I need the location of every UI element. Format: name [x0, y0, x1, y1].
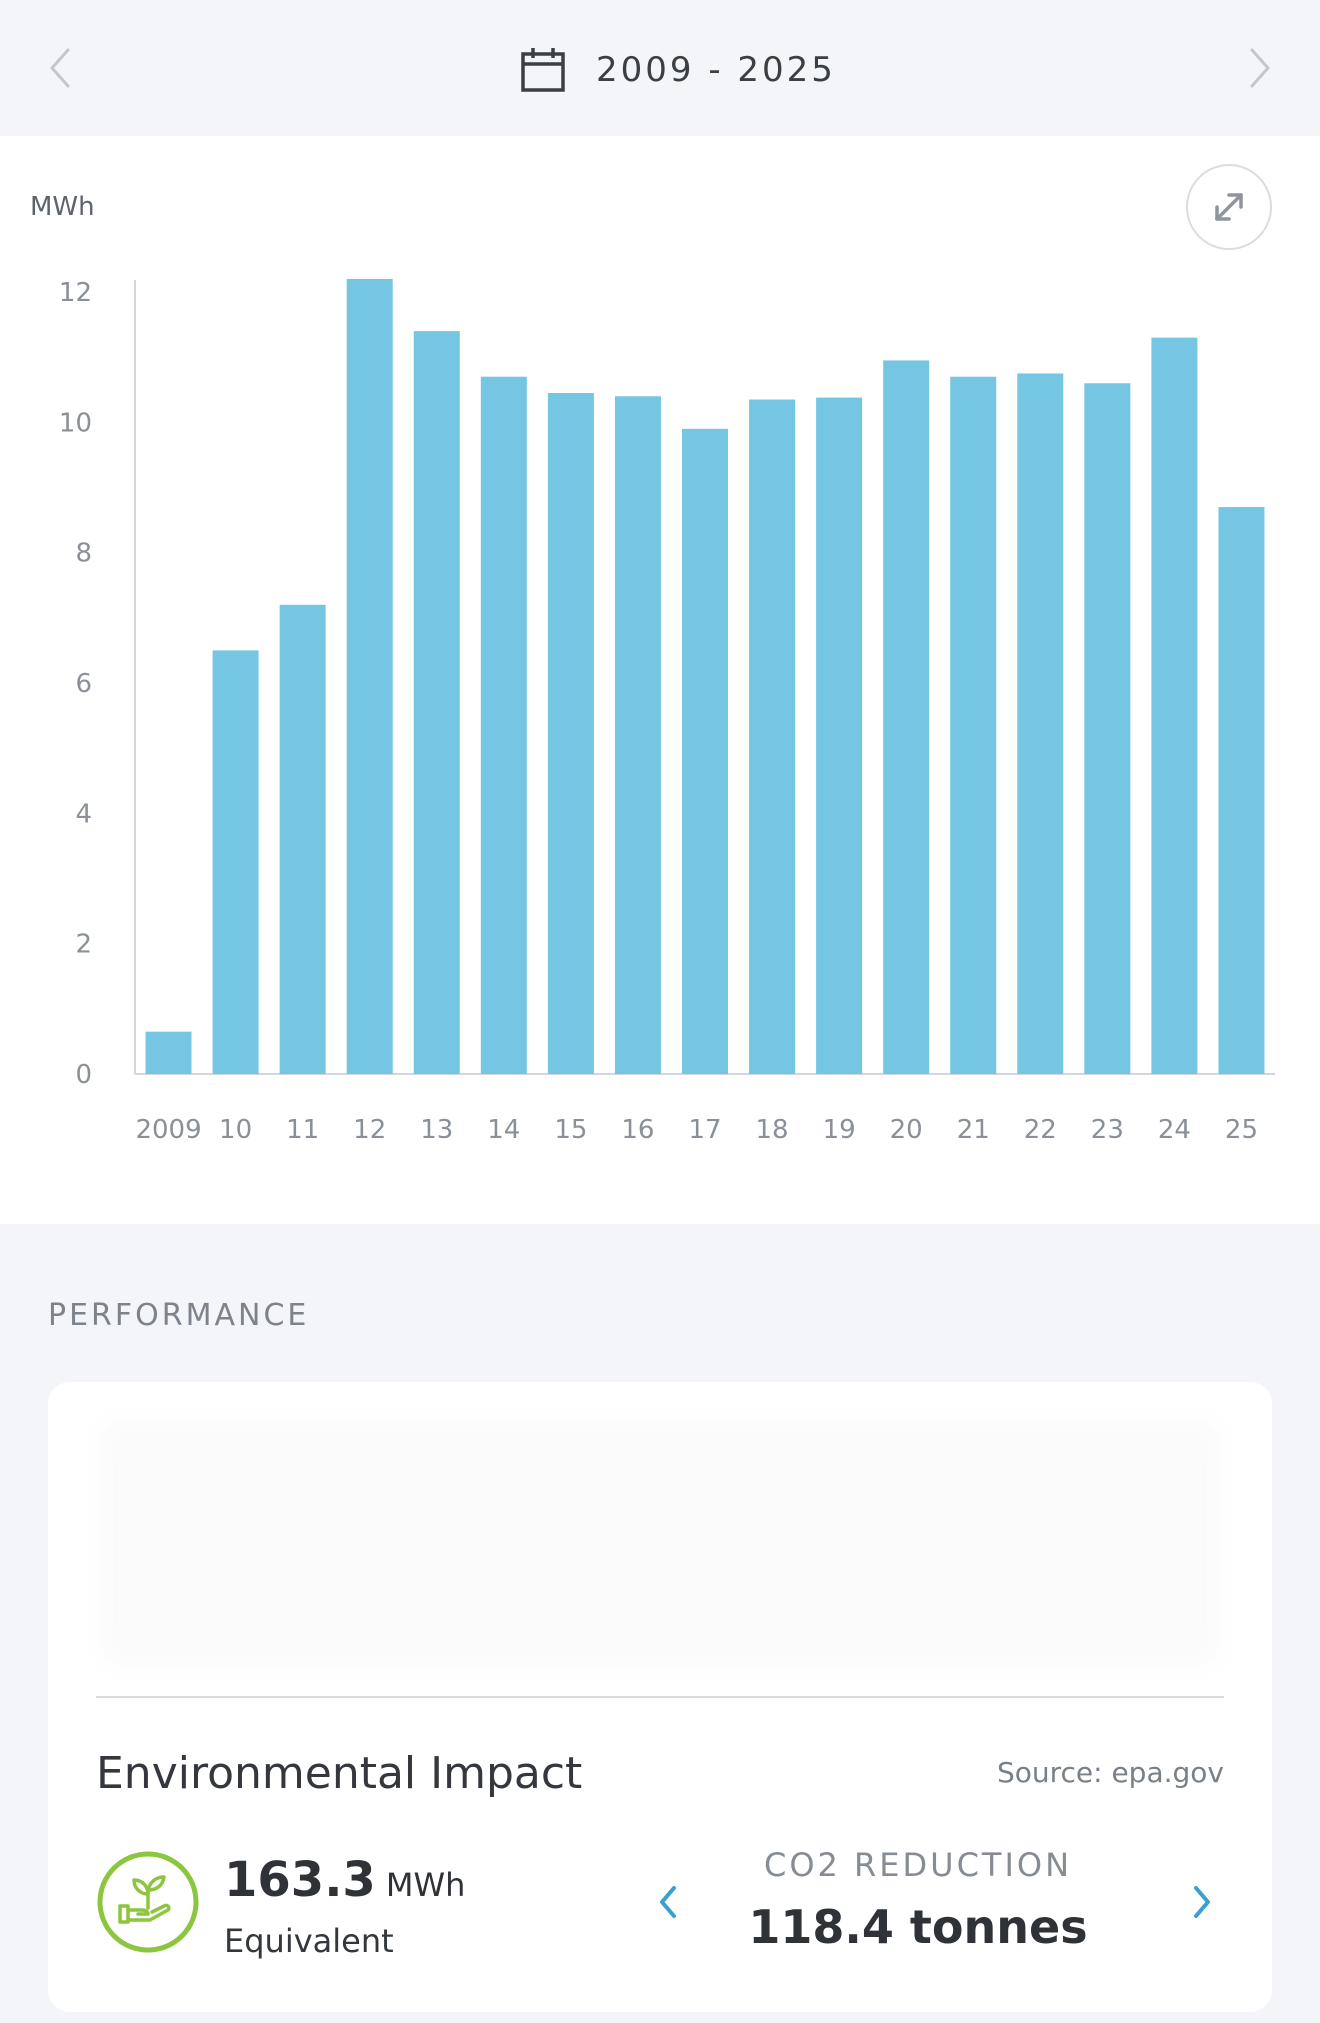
- bar-20: [883, 360, 930, 1074]
- x-tick-label: 22: [1024, 1115, 1057, 1145]
- date-range-header: 2009 - 2025: [0, 0, 1320, 136]
- y-tick-label: 0: [75, 1060, 92, 1090]
- environmental-impact-title: Environmental Impact: [96, 1748, 583, 1799]
- next-period-button[interactable]: [1240, 40, 1280, 96]
- x-tick-label: 19: [823, 1115, 856, 1145]
- x-tick-label: 2009: [135, 1115, 201, 1145]
- next-metric-button[interactable]: [1180, 1872, 1224, 1932]
- bar-18: [749, 399, 796, 1074]
- x-tick-label: 23: [1091, 1115, 1124, 1145]
- x-tick-label: 21: [957, 1115, 990, 1145]
- metric-label: CO2 REDUCTION: [763, 1846, 1073, 1884]
- x-tick-label: 25: [1225, 1115, 1258, 1145]
- calendar-icon: [521, 48, 565, 92]
- y-tick-label: 6: [75, 669, 92, 699]
- date-range-label: 2009 - 2025: [596, 50, 836, 90]
- bar-15: [547, 393, 594, 1075]
- energy-equivalent-value: 163.3 MWh: [224, 1852, 465, 1908]
- bar-17: [682, 428, 728, 1075]
- bar-2009: [145, 1031, 192, 1074]
- x-tick-label: 11: [286, 1115, 319, 1145]
- chevron-right-icon: [1194, 1886, 1210, 1918]
- eco-hand-plant-icon: [97, 1851, 199, 1953]
- chevron-left-icon: [50, 48, 70, 88]
- bar-22: [1017, 373, 1064, 1074]
- bar-10: [212, 650, 259, 1074]
- bar-23: [1084, 383, 1131, 1074]
- previous-metric-button[interactable]: [646, 1872, 690, 1932]
- x-tick-label: 13: [420, 1115, 453, 1145]
- y-axis-unit-label: MWh: [30, 192, 95, 222]
- metric-value: 118.4 tonnes: [748, 1900, 1088, 1954]
- x-tick-label: 14: [487, 1115, 520, 1145]
- x-tick-label: 10: [219, 1115, 252, 1145]
- y-tick-label: 4: [75, 799, 92, 829]
- bar-19: [816, 397, 863, 1074]
- date-range-picker[interactable]: 2009 - 2025: [520, 40, 836, 100]
- x-tick-label: 17: [688, 1115, 721, 1145]
- performance-heading: PERFORMANCE: [48, 1298, 310, 1333]
- y-tick-label: 2: [75, 930, 92, 960]
- energy-value-unit: MWh: [385, 1866, 466, 1904]
- x-tick-label: 15: [554, 1115, 587, 1145]
- bar-13: [413, 331, 460, 1075]
- bar-12: [346, 278, 393, 1074]
- energy-chart-card: 0 2 4 6 8 10 12 2009 10 11 12 13 14 15 16 17 18 19 20 21 22 2…: [0, 136, 1320, 1224]
- y-tick-label: 10: [59, 408, 92, 438]
- chevron-left-icon: [660, 1886, 676, 1918]
- chevron-right-icon: [1250, 48, 1270, 88]
- y-tick-label: 8: [75, 539, 92, 569]
- x-tick-label: 20: [890, 1115, 923, 1145]
- divider: [96, 1696, 1224, 1698]
- expand-chart-button[interactable]: [1186, 164, 1272, 250]
- x-tick-label: 12: [353, 1115, 386, 1145]
- x-tick-label: 24: [1158, 1115, 1191, 1145]
- energy-value-number: 163.3: [224, 1852, 376, 1908]
- expand-icon: [1215, 193, 1243, 221]
- previous-period-button[interactable]: [40, 40, 80, 96]
- performance-card: Environmental Impact Source: epa.gov 163…: [48, 1382, 1272, 2012]
- bar-11: [279, 604, 326, 1074]
- bar-14: [480, 376, 527, 1074]
- bar-21: [950, 376, 997, 1074]
- bar-16: [614, 396, 661, 1074]
- y-tick-label: 12: [59, 278, 92, 308]
- energy-caption: Equivalent: [224, 1922, 394, 1960]
- bar-25: [1218, 507, 1265, 1074]
- x-tick-label: 16: [621, 1115, 654, 1145]
- bar-24: [1151, 337, 1198, 1074]
- x-tick-label: 18: [756, 1115, 789, 1145]
- blurred-content: [98, 1418, 1222, 1668]
- source-label: Source: epa.gov: [996, 1756, 1224, 1789]
